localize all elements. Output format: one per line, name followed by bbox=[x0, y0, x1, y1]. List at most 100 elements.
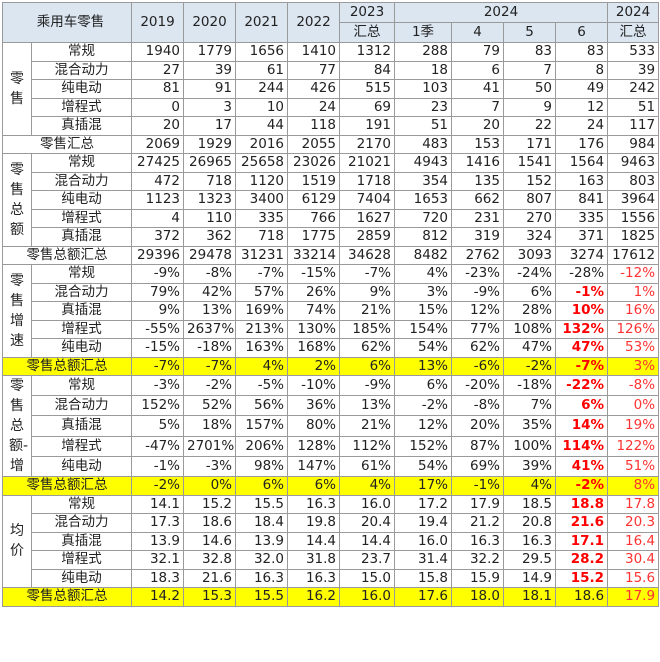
row-label: 真插混 bbox=[31, 415, 132, 437]
table-row: 混合动力 472 718 1120 1519 1718 354 135 152 163 803 bbox=[3, 171, 660, 191]
value-cell: 16.0 bbox=[394, 531, 452, 551]
value-cell: 32.0 bbox=[235, 550, 288, 570]
value-cell: 77% bbox=[451, 319, 504, 339]
row-label: 纯电动 bbox=[31, 79, 132, 99]
section-group-label: 零售 bbox=[2, 42, 32, 136]
value-cell: 14.4 bbox=[339, 531, 395, 551]
value-cell: 841 bbox=[554, 190, 609, 210]
value-cell: 17.3 bbox=[131, 513, 184, 533]
header-2024-m5: 5 bbox=[503, 22, 556, 43]
value-cell: 1775 bbox=[287, 227, 340, 247]
value-cell: 110 bbox=[183, 208, 236, 228]
total-value-cell: -7% bbox=[131, 356, 184, 376]
value-cell: 244 bbox=[235, 79, 288, 99]
value-cell: 2701% bbox=[183, 435, 236, 457]
row-label: 增程式 bbox=[31, 550, 132, 570]
total-value-cell: 3274 bbox=[554, 245, 609, 265]
total-row: 零售总额汇总 29396 29478 31231 33214 34628 8482 2762 3… bbox=[2, 245, 660, 265]
total-value-cell: 16.0 bbox=[339, 587, 395, 607]
value-cell: 108% bbox=[503, 319, 556, 339]
value-cell: 112% bbox=[339, 435, 395, 457]
value-cell: 32.8 bbox=[183, 550, 236, 570]
value-cell: 17.2 bbox=[394, 494, 452, 514]
total-value-cell: 2170 bbox=[339, 134, 395, 154]
section-group-label: 均价 bbox=[2, 494, 32, 588]
value-cell: 12% bbox=[394, 415, 452, 437]
row-label: 真插混 bbox=[31, 531, 132, 551]
value-cell: 25658 bbox=[235, 153, 288, 173]
value-cell: 372 bbox=[131, 227, 184, 247]
total-row: 零售总额汇总 -7% -7% 4% 2% 6% 13% -6% -2% -7% 3% bbox=[2, 356, 660, 376]
value-cell: 32.2 bbox=[451, 550, 504, 570]
value-cell: 152 bbox=[503, 171, 556, 191]
total-value-cell: -2% bbox=[554, 476, 609, 496]
value-cell: 1323 bbox=[183, 190, 236, 210]
value-cell: 17.8 bbox=[607, 494, 660, 514]
value-cell: 3400 bbox=[235, 190, 288, 210]
value-cell: 69% bbox=[451, 455, 504, 478]
value-cell: 242 bbox=[607, 79, 660, 99]
value-cell: 53% bbox=[607, 338, 660, 358]
table-row: 纯电动 81 91 244 426 515 103 41 50 49 242 bbox=[3, 79, 660, 99]
value-cell: 185% bbox=[339, 319, 395, 339]
row-label: 纯电动 bbox=[31, 455, 132, 478]
value-cell: 1718 bbox=[339, 171, 395, 191]
table-row: 混合动力 152% 52% 56% 36% 13% -2% -8% 7% 6% 0% bbox=[3, 395, 660, 417]
value-cell: 168% bbox=[287, 338, 340, 358]
value-cell: 3 bbox=[183, 97, 236, 117]
value-cell: 6% bbox=[554, 395, 609, 417]
section-group-label: 零售总额 bbox=[2, 153, 32, 247]
value-cell: -3% bbox=[183, 455, 236, 478]
total-value-cell: 17.6 bbox=[394, 587, 452, 607]
total-value-cell: 984 bbox=[607, 134, 660, 154]
value-cell: 21.2 bbox=[451, 513, 504, 533]
value-cell: 7404 bbox=[339, 190, 395, 210]
retail-data-table: 乘用车零售 2019 2020 2021 2022 2023 2024 2024… bbox=[2, 2, 660, 607]
row-label: 常规 bbox=[31, 494, 132, 514]
value-cell: 19% bbox=[607, 415, 660, 437]
total-value-cell: 16.2 bbox=[287, 587, 340, 607]
value-cell: 152% bbox=[131, 395, 184, 417]
total-value-cell: -7% bbox=[554, 356, 609, 376]
value-cell: 14.9 bbox=[503, 568, 556, 588]
value-cell: 14.1 bbox=[131, 494, 184, 514]
value-cell: 16.3 bbox=[451, 531, 504, 551]
value-cell: 56% bbox=[235, 395, 288, 417]
value-cell: -15% bbox=[287, 264, 340, 284]
value-cell: -28% bbox=[554, 264, 609, 284]
header-2024-group: 2024 bbox=[393, 2, 609, 23]
row-label: 常规 bbox=[31, 153, 132, 173]
value-cell: 1940 bbox=[131, 42, 184, 62]
value-cell: -8% bbox=[451, 395, 504, 417]
value-cell: -9% bbox=[451, 282, 504, 302]
value-cell: 157% bbox=[235, 415, 288, 437]
value-cell: 24 bbox=[554, 116, 609, 136]
total-value-cell: 176 bbox=[554, 134, 609, 154]
total-row: 零售汇总 2069 1929 2016 2055 2170 483 153 171 176 984 bbox=[2, 134, 660, 154]
value-cell: 9 bbox=[503, 97, 556, 117]
value-cell: -1% bbox=[554, 282, 609, 302]
total-value-cell: 17.9 bbox=[607, 587, 660, 607]
header-year-2021: 2021 bbox=[235, 2, 288, 43]
total-row-label: 零售总额汇总 bbox=[2, 245, 132, 265]
value-cell: 15.9 bbox=[451, 568, 504, 588]
row-label: 纯电动 bbox=[31, 568, 132, 588]
total-value-cell: 4% bbox=[235, 356, 288, 376]
value-cell: 15.2 bbox=[183, 494, 236, 514]
row-label: 增程式 bbox=[31, 97, 132, 117]
value-cell: 74% bbox=[287, 301, 340, 321]
value-cell: 1410 bbox=[287, 42, 340, 62]
value-cell: 163% bbox=[235, 338, 288, 358]
table-title: 乘用车零售 bbox=[2, 2, 132, 43]
value-cell: 28.2 bbox=[554, 550, 609, 570]
row-label: 增程式 bbox=[31, 208, 132, 228]
table-row: 混合动力 17.3 18.6 18.4 19.8 20.4 19.4 21.2 20.8 21.6… bbox=[3, 513, 660, 533]
value-cell: 169% bbox=[235, 301, 288, 321]
value-cell: -5% bbox=[235, 374, 288, 397]
value-cell: 4943 bbox=[394, 153, 452, 173]
value-cell: 103 bbox=[394, 79, 452, 99]
value-cell: 39 bbox=[607, 60, 660, 80]
value-cell: 270 bbox=[503, 208, 556, 228]
value-cell: 9% bbox=[339, 282, 395, 302]
table-row: 零售 常规 1940 1779 1656 1410 1312 288 79 83 83 533 bbox=[2, 42, 660, 136]
